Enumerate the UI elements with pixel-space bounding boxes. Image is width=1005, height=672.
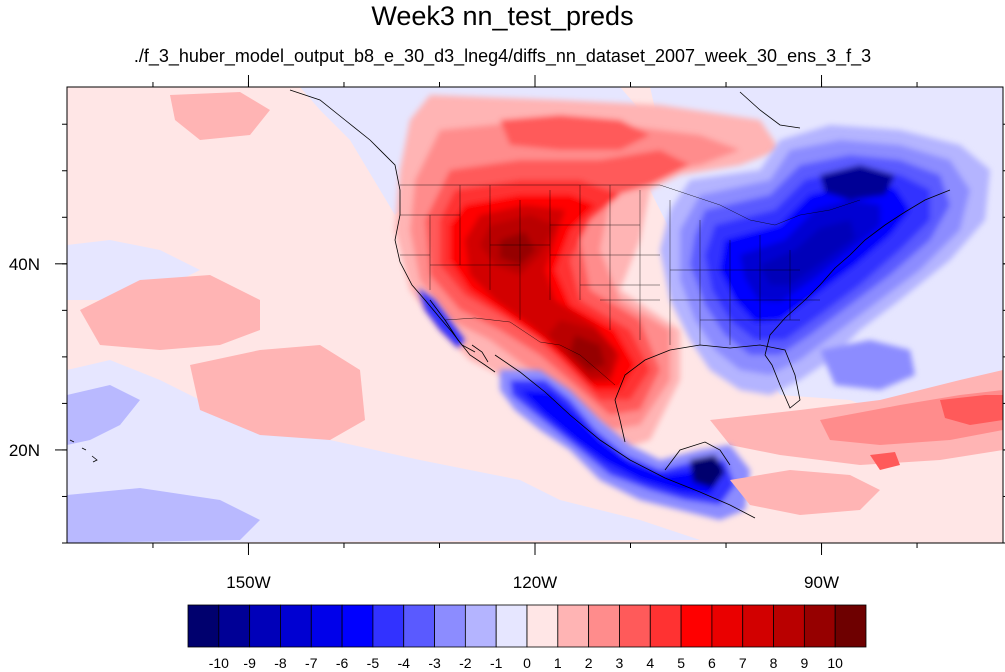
contour-pink-pacific-subtropics [80, 275, 260, 350]
colorbar-label: 8 [770, 655, 778, 671]
colorbar-label: 0 [523, 655, 531, 671]
axis-ticks: 150W 120W 90W 40N 20N [9, 75, 1005, 592]
political-boundaries [400, 184, 861, 386]
colorbar-swatch [619, 604, 651, 648]
colorbar-swatch [434, 604, 466, 648]
x-tick-label: 120W [513, 573, 557, 592]
colorbar-swatch [834, 604, 867, 648]
contour-pink-alaska-gulf [170, 92, 270, 140]
state-lines-central [550, 185, 660, 340]
colorbar-swatch [649, 604, 682, 648]
x-tick-label: 150W [226, 573, 270, 592]
contour-pink-caribbean [730, 470, 880, 515]
colorbar-swatch [310, 604, 343, 648]
west-coast-line [289, 89, 476, 353]
y-tick-label: 40N [9, 255, 40, 274]
page-subtitle: ./f_3_huber_model_output_b8_e_30_d3_lneg… [133, 46, 872, 66]
colorbar-label: -5 [367, 655, 380, 671]
page-title: Week3 nn_test_preds [371, 1, 634, 31]
colorbar-swatch [187, 604, 220, 648]
contour-neg-7 [760, 220, 855, 285]
y-tick-label: 20N [9, 441, 40, 460]
colorbar-label: 5 [677, 655, 685, 671]
colorbar-swatch [680, 604, 713, 648]
contour-pink-pacific-south [190, 345, 365, 440]
colorbar-label: -4 [398, 655, 411, 671]
colorbar-label: -10 [209, 655, 229, 671]
colorbar-label: 4 [646, 655, 654, 671]
us-canada-border [400, 184, 861, 226]
colorbar-swatch [464, 604, 497, 648]
state-lines-west [400, 185, 551, 320]
colorbar-label: 3 [616, 655, 624, 671]
hudson-coast [739, 91, 801, 129]
colorbar-swatch [372, 604, 405, 648]
colorbar-label: -6 [336, 655, 349, 671]
colorbar-swatch [341, 604, 374, 648]
contour-neg-atlantic-eddy [820, 340, 915, 390]
negative-anomaly-east [660, 125, 990, 395]
contour-red-caribbean-core [870, 452, 900, 470]
colorbar-swatch [403, 604, 435, 648]
colorbar-label: 1 [554, 655, 562, 671]
colorbar-swatch [557, 604, 590, 648]
colorbar-swatch [588, 604, 620, 648]
contour-pos-8-texas [570, 335, 605, 370]
colorbar-swatch [773, 604, 805, 648]
colorbar-swatch [742, 604, 774, 648]
positive-anomaly-west [395, 95, 780, 450]
colorbar-swatch [526, 604, 559, 648]
us-mexico-border [444, 317, 616, 386]
colorbar-label: 10 [827, 655, 843, 671]
contour-neg-canada-core [820, 165, 895, 200]
colorbar: -10 -9 -8 -7 -6 -5 -4 -3 -2 -1 0 1 2 3 4 5 6 7 8 9 10 [187, 604, 867, 671]
colorbar-label: -3 [428, 655, 441, 671]
contour-red-atlantic-core [940, 395, 1003, 425]
baja-coastline [429, 299, 496, 373]
hawaii-islands [69, 439, 98, 463]
x-tick-label: 90W [804, 573, 839, 592]
coastlines [69, 89, 951, 519]
colorbar-label: -8 [274, 655, 287, 671]
mexico-pacific-coastline [494, 354, 756, 519]
gulf-coastline [614, 344, 801, 443]
colorbar-label: 2 [585, 655, 593, 671]
yucatan-coastline [664, 441, 731, 471]
colorbar-label: -1 [490, 655, 503, 671]
contour-mid-blue-pacific-south [67, 488, 260, 543]
colorbar-swatch [803, 604, 836, 648]
colorbar-label: -9 [243, 655, 256, 671]
colorbar-swatch [495, 604, 528, 648]
contour-pos-canada-core [500, 115, 650, 150]
colorbar-swatch [280, 604, 312, 648]
contour-neg-mx-3 [520, 390, 720, 495]
colorbar-label: 9 [800, 655, 808, 671]
east-coast-line [764, 189, 951, 356]
colorbar-swatch [218, 604, 251, 648]
colorbar-swatch [249, 604, 281, 648]
colorbar-label: -7 [305, 655, 318, 671]
contour-pos-8-west [500, 232, 535, 265]
contour-light-blue-pacific-tropics [67, 360, 700, 543]
colorbar-label: 7 [739, 655, 747, 671]
colorbar-swatch [711, 604, 744, 648]
colorbar-label: 6 [708, 655, 716, 671]
state-lines-east [669, 200, 820, 345]
colorbar-label: -2 [459, 655, 472, 671]
contour-mid-blue-pacific-band [67, 385, 140, 445]
contour-neg-ca-core [690, 455, 725, 488]
map-plot-area: 150W 120W 90W 40N 20N [9, 75, 1005, 592]
